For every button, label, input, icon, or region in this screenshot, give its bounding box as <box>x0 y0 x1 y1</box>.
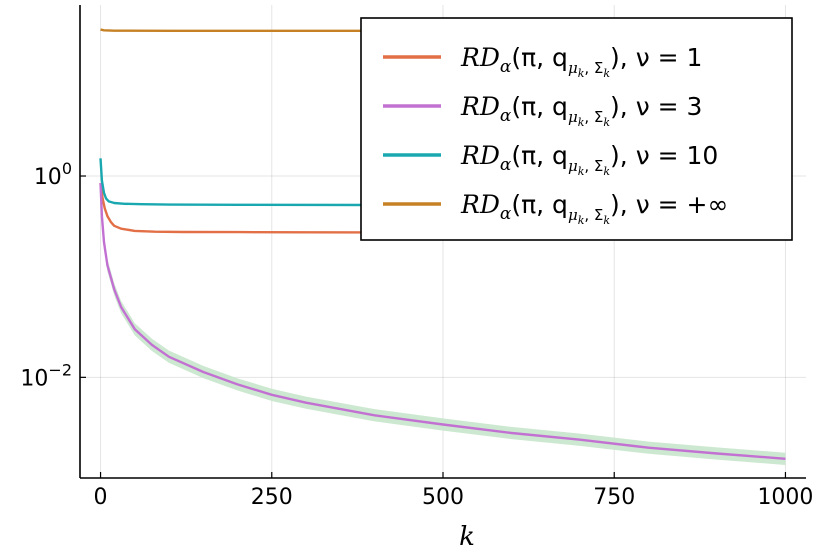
x-tick-label: 0 <box>94 485 108 510</box>
legend-label-2: RDα(π, qμk, Σk), ν = 3 <box>460 92 702 129</box>
x-axis-label: k <box>459 522 475 552</box>
legend-label-1: RDα(π, qμk, Σk), ν = 1 <box>460 43 702 80</box>
legend-label-4: RDα(π, qμk, Σk), ν = +∞ <box>460 190 728 227</box>
series-line-2 <box>99 183 786 460</box>
series-band <box>100 177 786 465</box>
legend: RDα(π, qμk, Σk), ν = 1 RDα(π, qμk, Σk), ν… <box>360 17 793 241</box>
y-tick-label: 100 <box>34 159 72 190</box>
confidence-band <box>100 177 786 465</box>
y-tick-label: 10−2 <box>20 360 72 391</box>
x-tick-label: 750 <box>593 485 635 510</box>
y-tick-labels: 100 10−2 <box>20 159 72 391</box>
x-tick-label: 500 <box>422 485 464 510</box>
legend-label-3: RDα(π, qμk, Σk), ν = 10 <box>460 141 718 178</box>
axes <box>79 5 806 479</box>
x-tick-label: 250 <box>251 485 293 510</box>
x-tick-label: 1000 <box>757 485 813 510</box>
x-tick-labels: 0 250 500 750 1000 <box>94 485 814 510</box>
